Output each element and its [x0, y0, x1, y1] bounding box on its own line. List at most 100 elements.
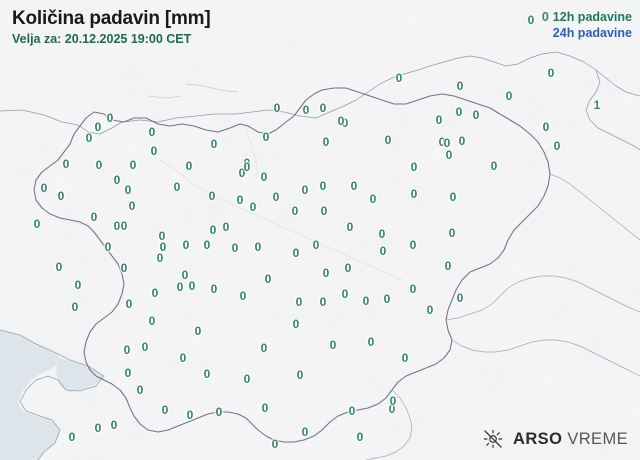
station-marker: 0 — [124, 366, 132, 380]
station-marker: 0 — [438, 135, 446, 149]
station-marker: 0 — [185, 159, 193, 173]
station-marker: 0 — [302, 103, 310, 117]
legend-label-24h: 24h padavine — [552, 26, 632, 40]
station-marker: 0 — [490, 159, 498, 173]
station-marker: 0 — [388, 402, 396, 416]
station-marker: 0 — [322, 266, 330, 280]
station-marker: 0 — [542, 120, 550, 134]
station-marker: 0 — [369, 192, 377, 206]
station-marker: 0 — [120, 219, 128, 233]
station-marker: 0 — [125, 297, 133, 311]
station-marker: 0 — [186, 408, 194, 422]
station-marker: 0 — [113, 219, 121, 233]
legend-item-12h: 0 12h padavine — [542, 9, 632, 25]
station-marker: 0 — [409, 238, 417, 252]
station-marker: 0 — [264, 272, 272, 286]
station-marker: 1 — [593, 98, 601, 112]
station-marker: 0 — [348, 404, 356, 418]
sun-rays-icon — [483, 429, 503, 449]
station-marker: 0 — [448, 226, 456, 240]
arso-wordmark-vreme: VREME — [567, 429, 628, 448]
station-marker: 0 — [113, 173, 121, 187]
station-marker: 0 — [85, 131, 93, 145]
station-marker: 0 — [55, 260, 63, 274]
station-marker: 0 — [123, 343, 131, 357]
station-marker: 0 — [301, 183, 309, 197]
station-marker: 0 — [243, 156, 251, 170]
station-marker: 0 — [455, 105, 463, 119]
station-marker: 0 — [124, 183, 132, 197]
station-marker: 0 — [150, 144, 158, 158]
station-marker: 0 — [110, 418, 118, 432]
station-marker: 0 — [57, 189, 65, 203]
station-marker: 0 — [527, 13, 535, 27]
station-marker: 0 — [129, 158, 137, 172]
station-marker: 0 — [443, 136, 451, 150]
station-marker: 0 — [260, 341, 268, 355]
station-marker: 0 — [158, 229, 166, 243]
station-marker: 0 — [151, 286, 159, 300]
station-marker: 0 — [553, 139, 561, 153]
station-marker: 0 — [341, 287, 349, 301]
station-marker: 0 — [215, 405, 223, 419]
station-marker: 0 — [208, 189, 216, 203]
station-marker: 0 — [239, 289, 247, 303]
station-marker: 0 — [272, 190, 280, 204]
station-marker: 0 — [356, 430, 364, 444]
station-marker: 0 — [350, 179, 358, 193]
station-marker: 0 — [301, 425, 309, 439]
station-marker: 0 — [320, 204, 328, 218]
station-marker: 0 — [210, 282, 218, 296]
adriatic-coastline — [0, 329, 105, 460]
station-marker: 0 — [260, 170, 268, 184]
station-marker: 0 — [426, 303, 434, 317]
station-marker: 0 — [456, 79, 464, 93]
station-marker: 0 — [90, 210, 98, 224]
station-marker: 0 — [547, 66, 555, 80]
station-marker: 0 — [194, 324, 202, 338]
station-marker: 0 — [261, 401, 269, 415]
arso-wordmark: ARSO VREME — [513, 430, 628, 449]
station-marker: 0 — [346, 220, 354, 234]
station-marker: 0 — [367, 335, 375, 349]
station-marker: 0 — [292, 246, 300, 260]
arso-logo: ARSO VREME — [482, 428, 628, 450]
station-marker: 0 — [74, 278, 82, 292]
station-marker: 0 — [322, 135, 330, 149]
legend-item-24h: 24h padavine — [542, 25, 632, 41]
station-marker: 0 — [456, 291, 464, 305]
station-marker: 0 — [236, 193, 244, 207]
internal-region-borders — [365, 173, 640, 460]
station-marker: 0 — [120, 261, 128, 275]
legend-swatch-12h: 0 — [541, 10, 549, 24]
station-marker: 0 — [128, 199, 136, 213]
station-marker: 0 — [106, 111, 114, 125]
station-marker: 0 — [409, 282, 417, 296]
legend: 0 12h padavine 24h padavine — [542, 9, 632, 41]
adriatic-sea-inlet — [56, 358, 104, 392]
station-marker: 0 — [410, 187, 418, 201]
river-hints — [159, 129, 403, 281]
station-marker: 0 — [444, 259, 452, 273]
station-marker: 0 — [505, 89, 513, 103]
station-marker: 0 — [389, 394, 397, 408]
administrative-borders — [0, 51, 640, 151]
station-marker: 0 — [243, 372, 251, 386]
station-marker: 0 — [292, 317, 300, 331]
station-marker: 0 — [472, 108, 480, 122]
station-marker: 0 — [319, 295, 327, 309]
station-marker: 0 — [62, 157, 70, 171]
station-marker: 0 — [337, 114, 345, 128]
station-marker: 0 — [401, 351, 409, 365]
station-marker: 0 — [203, 238, 211, 252]
station-marker: 0 — [435, 113, 443, 127]
station-marker: 0 — [273, 101, 281, 115]
arso-wordmark-bold: ARSO — [513, 429, 563, 448]
station-marker: 0 — [181, 268, 189, 282]
station-marker: 0 — [458, 134, 466, 148]
station-marker: 0 — [319, 101, 327, 115]
station-marker: 0 — [271, 437, 279, 451]
station-marker: 0 — [329, 338, 337, 352]
